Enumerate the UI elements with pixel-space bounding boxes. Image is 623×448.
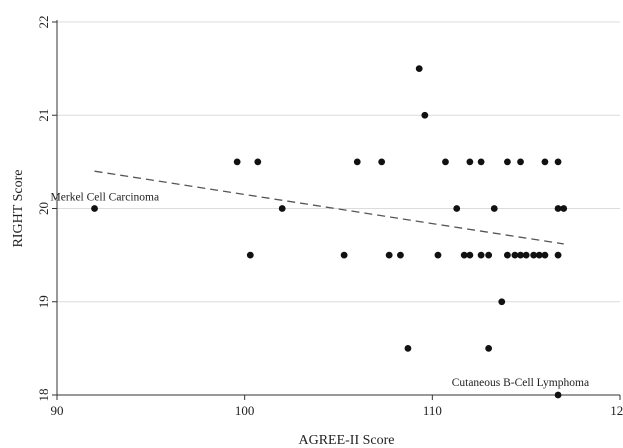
data-point bbox=[535, 251, 543, 259]
grid-lines bbox=[57, 21, 620, 396]
y-axis-label: RIGHT Score bbox=[11, 170, 26, 248]
data-point bbox=[460, 251, 468, 259]
data-point bbox=[560, 205, 568, 212]
data-point bbox=[554, 251, 562, 259]
data-point bbox=[453, 205, 461, 212]
data-point bbox=[91, 205, 98, 212]
x-tick-label: 120 bbox=[610, 403, 623, 418]
x-tick-label: 110 bbox=[423, 403, 442, 418]
data-point bbox=[554, 158, 562, 166]
x-axis-label: AGREE-II Score bbox=[298, 433, 394, 448]
y-tick-label: 22 bbox=[36, 16, 51, 29]
data-point bbox=[504, 158, 511, 166]
data-point bbox=[385, 251, 393, 259]
annotation-label: Cutaneous B-Cell Lymphoma bbox=[452, 377, 589, 389]
data-point bbox=[498, 298, 506, 306]
data-point bbox=[278, 205, 286, 212]
data-point bbox=[397, 251, 404, 259]
fit-line-group bbox=[94, 170, 564, 245]
data-point bbox=[421, 111, 429, 119]
fit-line bbox=[94, 170, 564, 245]
annotation-label: Merkel Cell Carcinoma bbox=[51, 192, 160, 204]
data-point bbox=[522, 251, 530, 259]
y-tick-label: 19 bbox=[36, 295, 51, 308]
axes bbox=[52, 20, 621, 400]
x-tick-label: 90 bbox=[51, 403, 64, 418]
data-point bbox=[254, 158, 262, 166]
data-point bbox=[477, 158, 485, 166]
data-point bbox=[517, 251, 524, 259]
data-point bbox=[466, 158, 474, 166]
data-point bbox=[378, 158, 386, 166]
y-tick-label: 20 bbox=[36, 202, 51, 215]
tick-labels: 18 19 20 21 22 90 100 110 120 bbox=[36, 16, 623, 419]
data-point bbox=[353, 158, 361, 166]
data-point bbox=[233, 158, 241, 166]
data-point bbox=[404, 344, 412, 352]
data-point bbox=[511, 251, 519, 259]
data-point bbox=[530, 251, 538, 259]
data-point bbox=[517, 158, 524, 166]
data-point bbox=[504, 251, 511, 259]
data-point bbox=[541, 251, 549, 259]
y-tick-label: 21 bbox=[36, 109, 51, 122]
scatter-points bbox=[91, 65, 568, 399]
data-point bbox=[485, 344, 493, 352]
data-point bbox=[415, 65, 423, 73]
data-point bbox=[490, 205, 498, 212]
data-point bbox=[246, 251, 254, 259]
annotations: Merkel Cell Carcinoma Cutaneous B-Cell Ly… bbox=[51, 192, 590, 390]
data-point bbox=[541, 158, 549, 166]
data-point bbox=[442, 158, 449, 166]
data-point bbox=[554, 205, 562, 212]
data-point bbox=[434, 251, 442, 259]
y-tick-label: 18 bbox=[36, 389, 51, 402]
data-point bbox=[340, 251, 348, 259]
data-point bbox=[466, 251, 474, 259]
data-point bbox=[554, 391, 562, 399]
x-tick-label: 100 bbox=[235, 403, 255, 418]
data-point bbox=[485, 251, 493, 259]
data-point bbox=[477, 251, 485, 259]
